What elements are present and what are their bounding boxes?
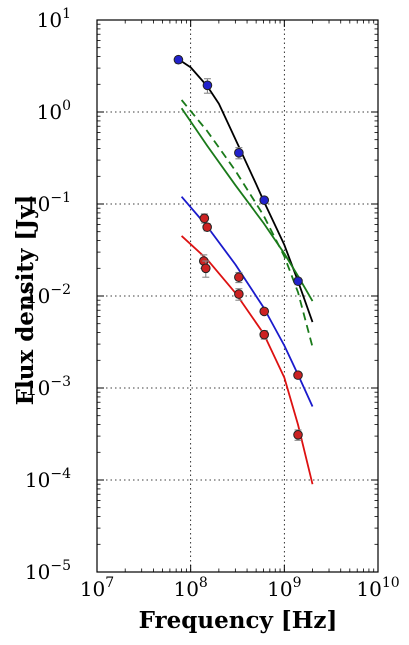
data-point [234, 289, 244, 299]
model-curve [180, 196, 314, 407]
model-curve [177, 58, 314, 323]
model-curves [177, 58, 314, 485]
data-point [202, 222, 212, 232]
model-curve [180, 107, 314, 302]
y-tick-label: 10−2 [25, 282, 71, 308]
x-tick-label: 107 [80, 575, 114, 601]
x-tick-label: 1010 [356, 575, 399, 601]
model-curve [180, 99, 314, 348]
data-point [293, 276, 303, 286]
data-point [234, 148, 244, 158]
data-point [293, 429, 303, 440]
data-point [259, 306, 270, 317]
y-tick-label: 10−4 [25, 466, 71, 492]
data-point [234, 272, 244, 283]
data-point [259, 195, 270, 205]
data-point [199, 213, 210, 224]
data-point [200, 263, 211, 274]
model-curve [180, 235, 314, 485]
y-axis-label: Flux density [Jy] [12, 195, 39, 406]
data-point [293, 370, 303, 380]
data-point [259, 329, 270, 340]
x-axis-label: Frequency [Hz] [139, 607, 338, 634]
y-tick-label: 101 [37, 6, 71, 32]
data-points [173, 54, 303, 441]
data-point [202, 80, 213, 91]
x-tick-label: 109 [267, 575, 301, 601]
y-tick-label: 100 [37, 98, 71, 124]
data-point [173, 54, 184, 65]
x-tick-label: 108 [173, 575, 207, 601]
y-tick-label: 10−5 [25, 558, 71, 584]
grid-lines [97, 20, 378, 572]
axis-ticks [96, 19, 379, 573]
